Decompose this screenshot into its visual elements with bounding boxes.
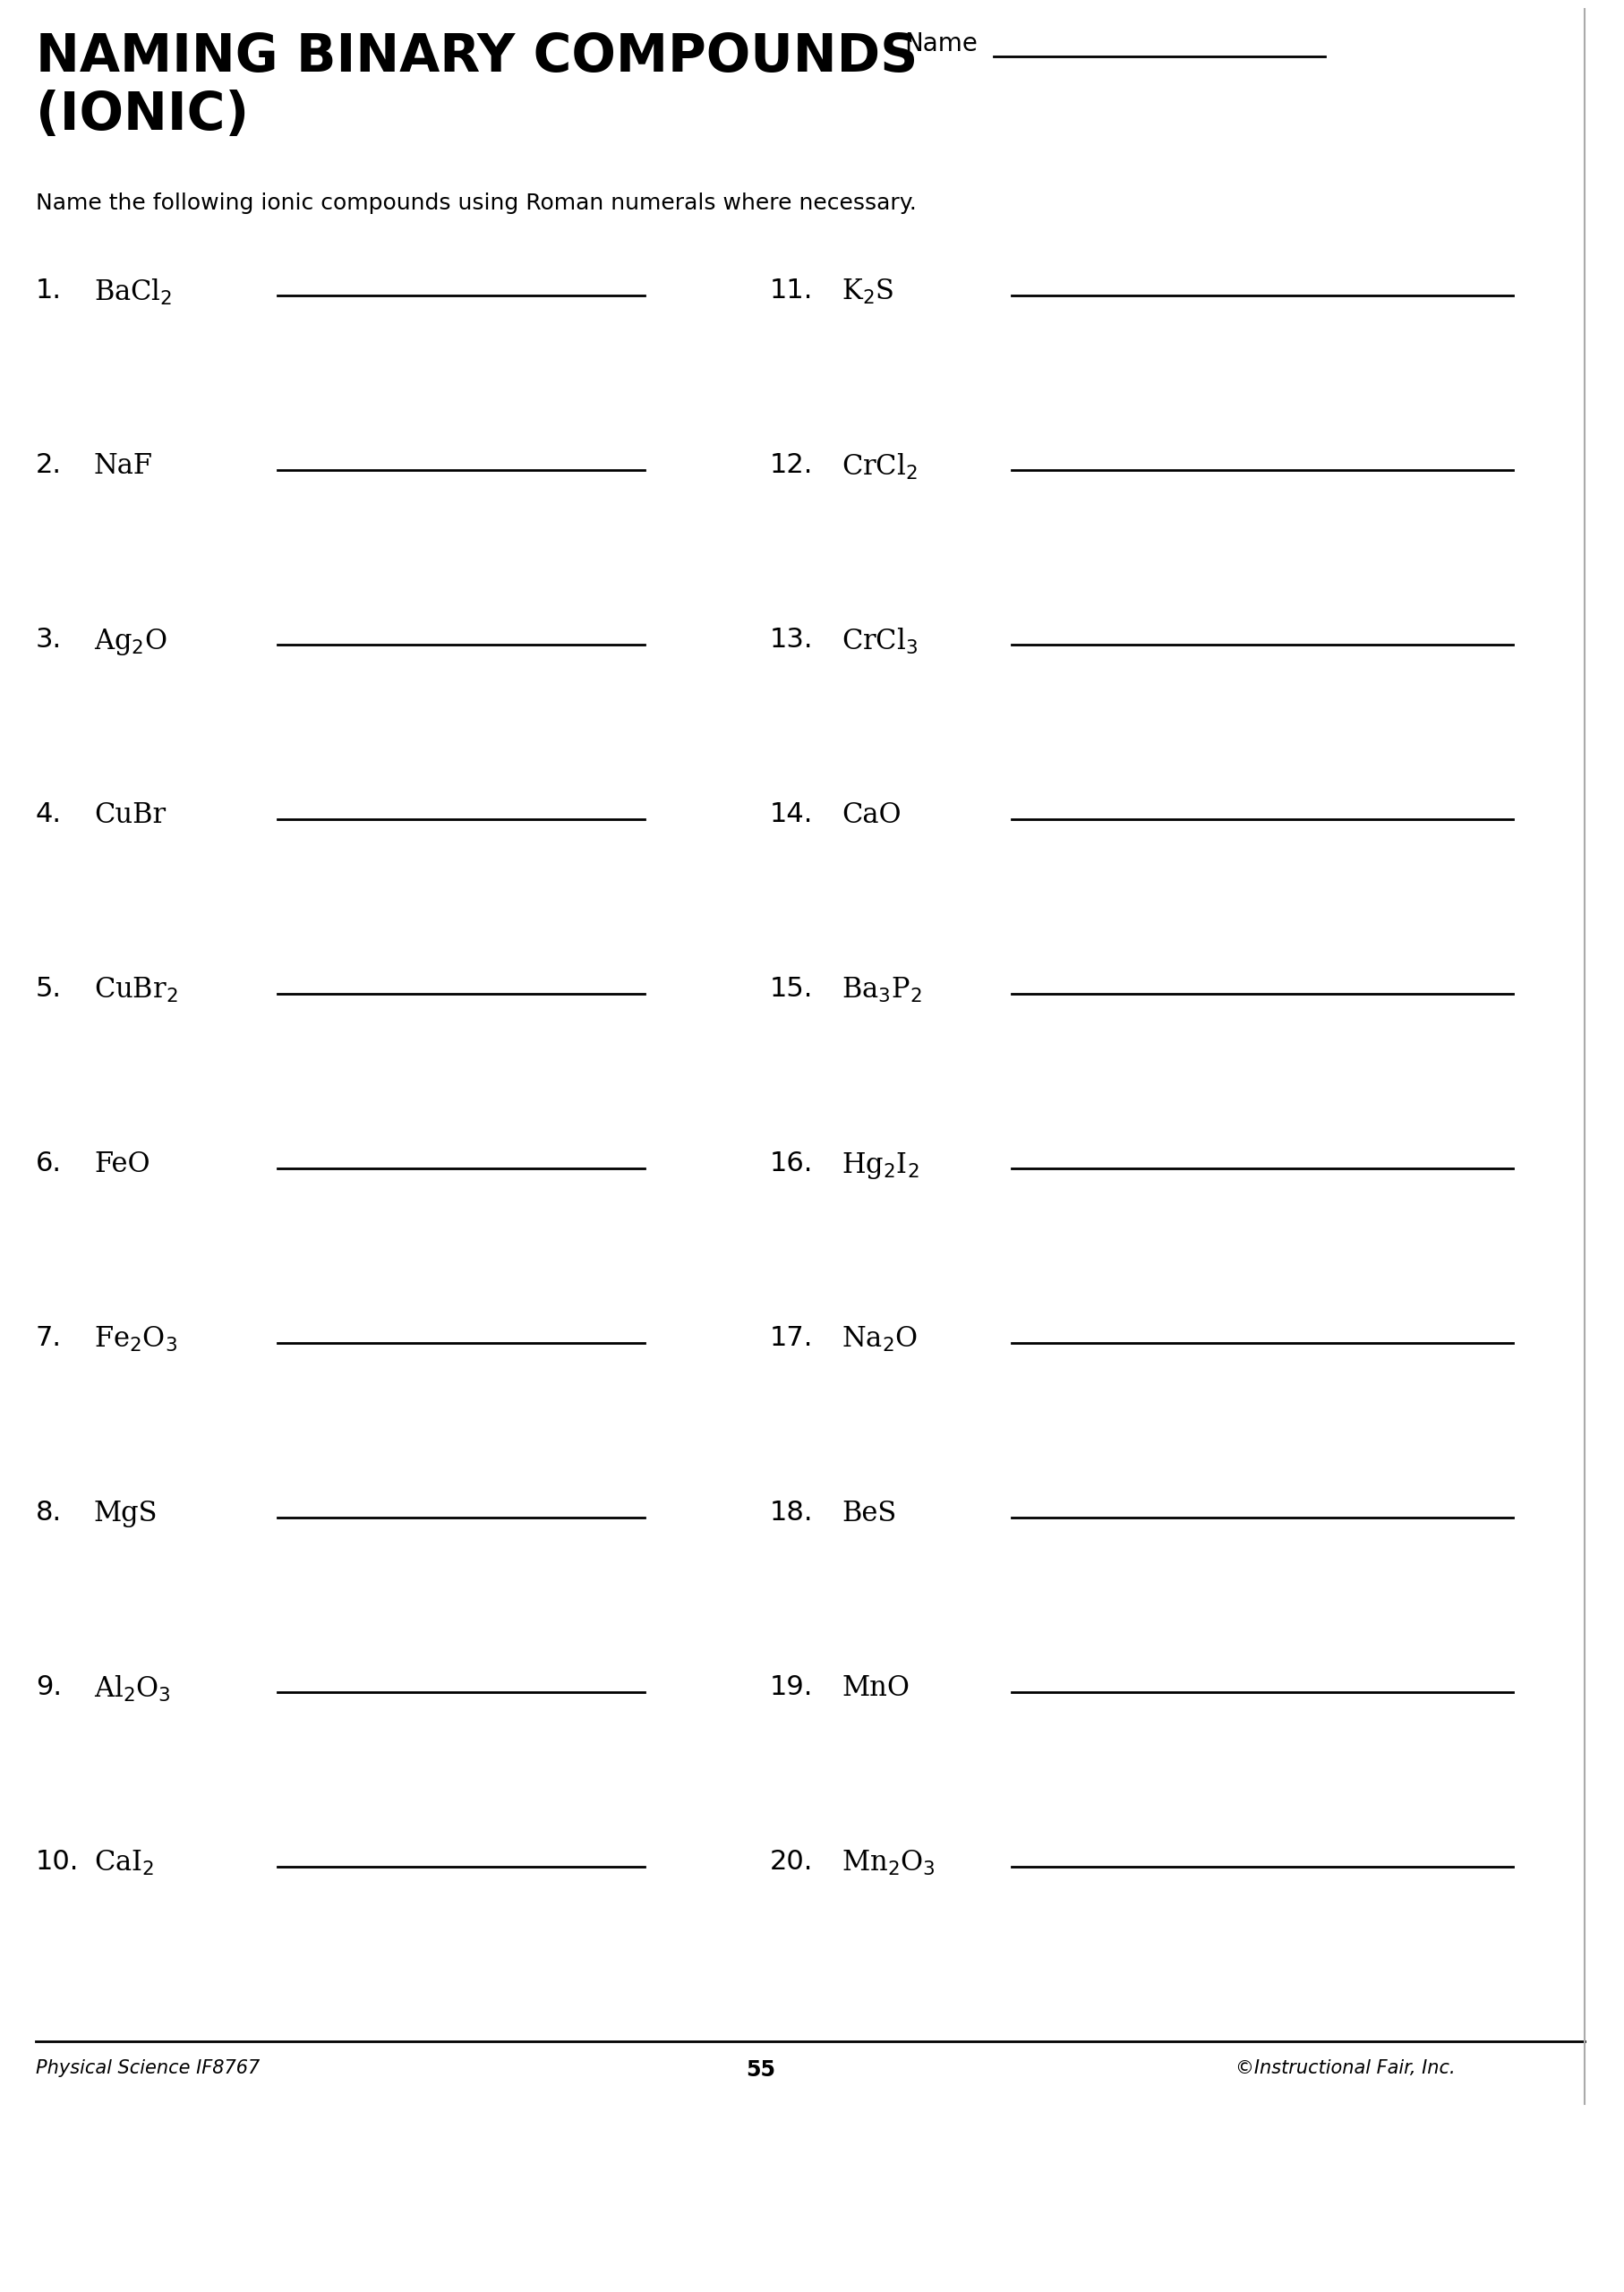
Text: MnO: MnO xyxy=(841,1673,909,1703)
Text: 20.: 20. xyxy=(770,1850,814,1875)
Text: ©Instructional Fair, Inc.: ©Instructional Fair, Inc. xyxy=(1236,2058,1455,2077)
Text: Fe$_2$O$_3$: Fe$_2$O$_3$ xyxy=(94,1325,177,1355)
Text: CrCl$_2$: CrCl$_2$ xyxy=(841,452,918,481)
Text: 4.: 4. xyxy=(36,802,62,827)
Text: 9.: 9. xyxy=(36,1673,62,1701)
Text: Name: Name xyxy=(905,32,978,57)
Text: (IONIC): (IONIC) xyxy=(36,89,248,140)
Text: 2.: 2. xyxy=(36,452,62,479)
Text: 11.: 11. xyxy=(770,277,814,303)
Text: NAMING BINARY COMPOUNDS: NAMING BINARY COMPOUNDS xyxy=(36,32,918,83)
Text: Na$_2$O: Na$_2$O xyxy=(841,1325,918,1355)
Text: 13.: 13. xyxy=(770,626,814,653)
Text: NaF: NaF xyxy=(94,452,153,479)
Text: 14.: 14. xyxy=(770,802,814,827)
Text: 16.: 16. xyxy=(770,1151,814,1176)
Text: 10.: 10. xyxy=(36,1850,80,1875)
Text: 3.: 3. xyxy=(36,626,62,653)
Text: CaO: CaO xyxy=(841,802,901,830)
Text: Ag$_2$O: Ag$_2$O xyxy=(94,626,167,658)
Text: Mn$_2$O$_3$: Mn$_2$O$_3$ xyxy=(841,1850,935,1877)
Text: Ba$_3$P$_2$: Ba$_3$P$_2$ xyxy=(841,976,922,1004)
Text: Name the following ionic compounds using Roman numerals where necessary.: Name the following ionic compounds using… xyxy=(36,193,916,213)
Text: BeS: BeS xyxy=(841,1499,896,1526)
Text: 12.: 12. xyxy=(770,452,814,479)
Text: CaI$_2$: CaI$_2$ xyxy=(94,1850,154,1877)
Text: Hg$_2$I$_2$: Hg$_2$I$_2$ xyxy=(841,1151,919,1180)
Text: 19.: 19. xyxy=(770,1673,814,1701)
Text: K$_2$S: K$_2$S xyxy=(841,277,893,307)
Text: 7.: 7. xyxy=(36,1325,62,1350)
Text: Al$_2$O$_3$: Al$_2$O$_3$ xyxy=(94,1673,171,1703)
Text: Physical Science IF8767: Physical Science IF8767 xyxy=(36,2058,260,2077)
Text: 8.: 8. xyxy=(36,1499,62,1526)
Text: BaCl$_2$: BaCl$_2$ xyxy=(94,277,172,307)
Text: 55: 55 xyxy=(745,2058,776,2081)
Text: CuBr$_2$: CuBr$_2$ xyxy=(94,976,179,1004)
Text: 6.: 6. xyxy=(36,1151,62,1176)
Text: 5.: 5. xyxy=(36,976,62,1002)
Text: FeO: FeO xyxy=(94,1151,149,1178)
Text: CuBr: CuBr xyxy=(94,802,166,830)
Text: MgS: MgS xyxy=(94,1499,158,1526)
Text: 17.: 17. xyxy=(770,1325,814,1350)
Text: 15.: 15. xyxy=(770,976,814,1002)
Text: CrCl$_3$: CrCl$_3$ xyxy=(841,626,918,656)
Text: 18.: 18. xyxy=(770,1499,814,1526)
Text: 1.: 1. xyxy=(36,277,62,303)
